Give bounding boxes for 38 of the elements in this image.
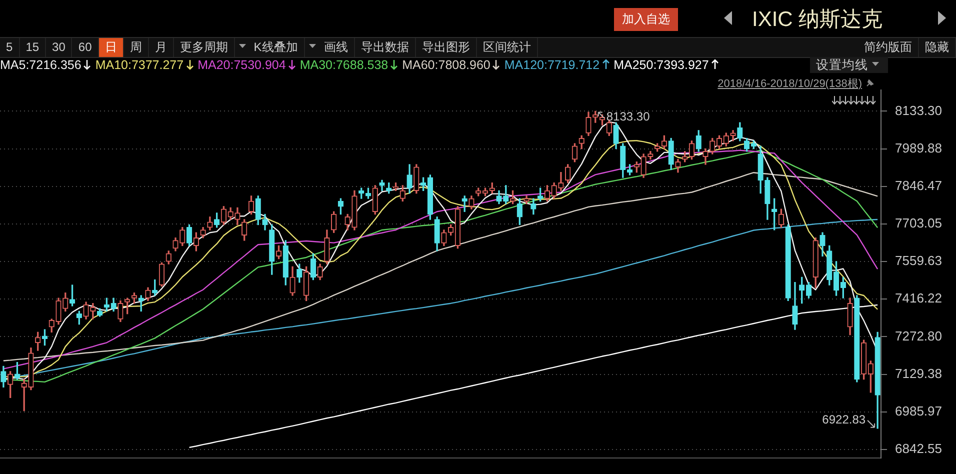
text: 简约版面 xyxy=(858,38,919,57)
text: 设置均线 xyxy=(816,58,868,72)
text: 日 xyxy=(98,38,124,57)
annotation: 6922.83 xyxy=(822,412,866,427)
text: 60 xyxy=(72,38,99,57)
text: 导出图形 xyxy=(416,38,477,57)
legend-label: MA20:7530.904 xyxy=(198,58,286,72)
y-tick-label: 6985.97 xyxy=(895,403,942,418)
annotation: 8133.30 xyxy=(606,110,650,124)
text: K线叠加 xyxy=(248,38,305,57)
y-tick-label: 7989.88 xyxy=(895,140,942,156)
legend-label: MA120:7719.712 xyxy=(504,58,600,72)
text: 区间统计 xyxy=(476,38,538,57)
y-tick-label: 7272.80 xyxy=(895,328,942,344)
text: 加入自选 xyxy=(614,8,678,31)
text: 月 xyxy=(148,38,174,57)
y-tick-label: 7703.05 xyxy=(895,216,942,231)
text: 更多周期 xyxy=(174,38,235,57)
text: 30 xyxy=(46,38,72,57)
text: 15 xyxy=(20,38,46,57)
annotation: 2018/4/16-2018/10/29(138根) xyxy=(718,78,862,90)
legend-label: MA30:7688.538 xyxy=(300,58,388,72)
y-tick-label: 6842.55 xyxy=(895,440,942,456)
text: 导出数据 xyxy=(354,38,416,57)
legend-label: MA250:7393.927 xyxy=(614,58,709,72)
y-tick-label: 7559.63 xyxy=(895,253,942,268)
text: 画线 xyxy=(318,38,355,57)
y-tick-label: 7129.38 xyxy=(895,366,942,381)
y-tick-label: 8133.30 xyxy=(895,102,942,118)
chart-title: IXIC 纳斯达克 xyxy=(752,7,883,33)
legend-label: MA5:7216.356 xyxy=(0,58,82,72)
legend-label: MA10:7377.277 xyxy=(95,58,184,72)
y-tick-label: 7416.22 xyxy=(895,290,942,306)
text: 5 xyxy=(0,38,20,57)
text: 隐藏 xyxy=(919,38,956,57)
y-tick-label: 7846.47 xyxy=(895,178,942,193)
legend-label: MA60:7808.960 xyxy=(402,58,490,72)
text: 周 xyxy=(124,38,149,57)
